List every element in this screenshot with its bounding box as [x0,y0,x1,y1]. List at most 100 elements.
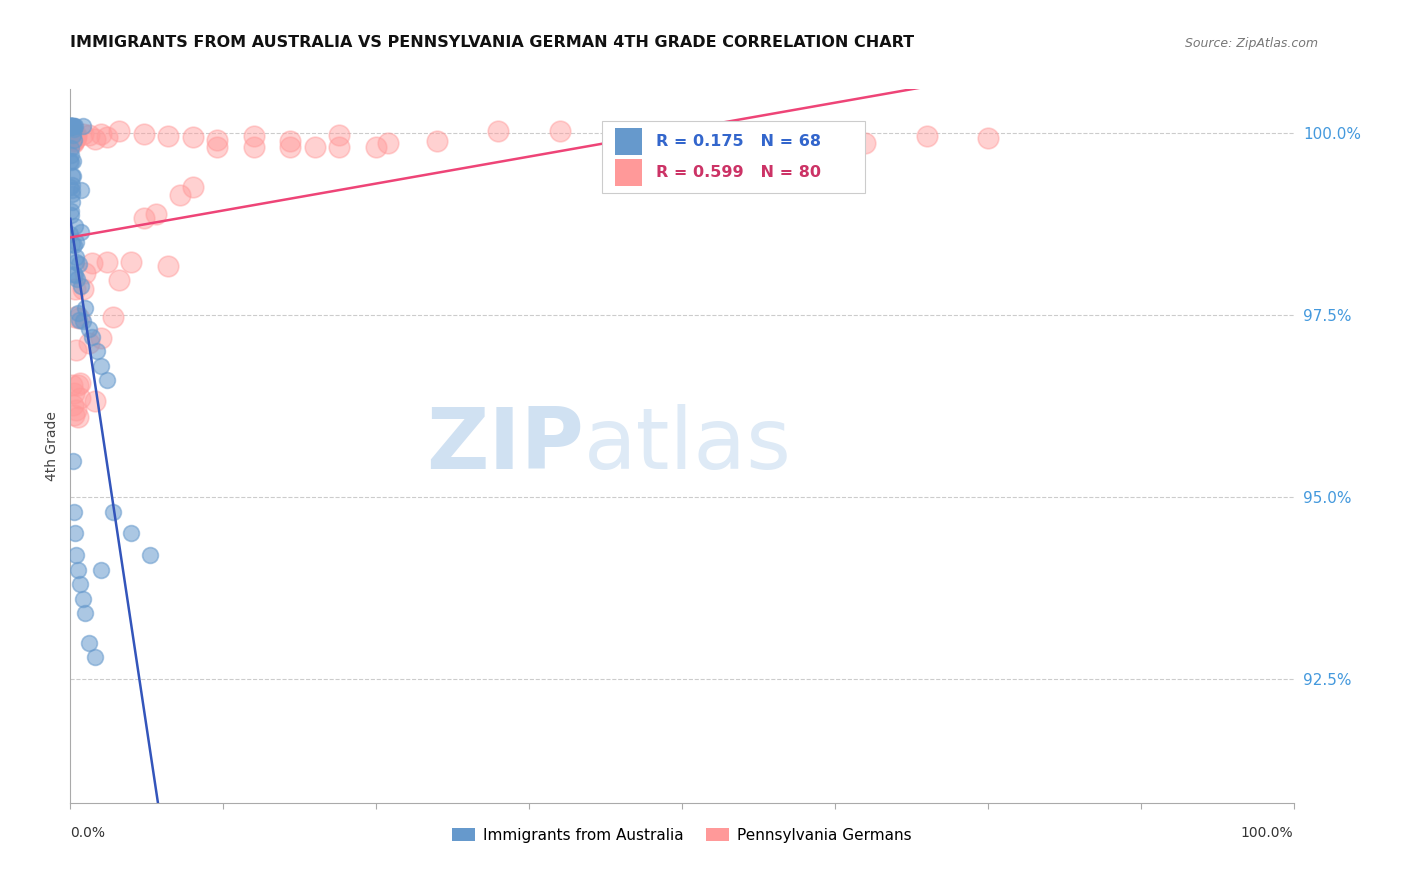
Point [63,219,86,234]
Point [60,119,83,133]
FancyBboxPatch shape [614,128,641,155]
Point [59,119,82,133]
Point [139,548,162,562]
Point [72,119,94,133]
Point [59,119,82,133]
Point [59,119,82,133]
Point [548,124,571,138]
Point [67,313,90,327]
Point [63,134,86,148]
Point [157,129,180,144]
Point [73,266,96,280]
Point [181,129,204,144]
Point [73,301,96,315]
Point [793,135,815,149]
Point [63,310,86,324]
Point [72,282,94,296]
Point [72,591,94,606]
Point [83,393,105,408]
Point [62,121,84,136]
Point [280,140,302,154]
Point [108,272,131,286]
Point [62,119,84,133]
Point [60,119,83,133]
Point [60,131,83,145]
Point [77,128,100,142]
Point [60,169,83,184]
Point [69,391,91,405]
Point [63,504,86,518]
Point [132,211,155,226]
Point [60,236,83,251]
Point [169,188,191,202]
Point [82,330,104,344]
Point [63,385,86,400]
Point [610,125,633,139]
Legend: Immigrants from Australia, Pennsylvania Germans: Immigrants from Australia, Pennsylvania … [446,822,918,848]
Point [66,377,89,392]
Point [132,127,155,141]
Point [328,140,350,154]
Point [72,314,94,328]
Point [62,128,84,142]
Point [62,133,84,147]
Point [69,376,91,390]
Point [69,577,91,591]
Point [90,331,112,345]
Point [59,227,82,241]
Text: ZIP: ZIP [426,404,583,488]
Point [145,207,167,221]
Point [60,147,83,161]
Point [101,504,124,518]
Point [62,119,84,133]
Point [72,127,94,141]
Point [59,128,82,143]
Point [62,169,84,183]
Point [96,254,118,268]
Point [63,268,86,282]
Point [63,119,86,133]
Point [73,607,96,621]
Text: R = 0.599   N = 80: R = 0.599 N = 80 [657,165,821,180]
Point [101,310,124,324]
Point [59,119,82,133]
Point [83,650,105,665]
Point [67,257,90,271]
Point [62,136,84,150]
Text: IMMIGRANTS FROM AUSTRALIA VS PENNSYLVANIA GERMAN 4TH GRADE CORRELATION CHART: IMMIGRANTS FROM AUSTRALIA VS PENNSYLVANI… [70,35,914,50]
Point [62,267,84,281]
Point [121,526,143,541]
Point [86,344,108,359]
Point [66,306,89,320]
Point [65,251,87,265]
Point [63,526,86,541]
Point [915,128,938,143]
Point [60,178,83,193]
Point [108,124,131,138]
Point [62,154,84,169]
Point [65,343,87,357]
Point [60,130,83,145]
Point [63,409,86,423]
Point [62,134,84,148]
Point [66,272,89,286]
Point [63,282,86,296]
Point [60,186,83,201]
Point [66,410,89,425]
Point [426,134,449,148]
Point [60,203,83,218]
Point [65,235,87,249]
Point [65,548,87,562]
Point [96,130,118,145]
Point [377,136,399,151]
Point [82,256,104,270]
Point [90,359,112,373]
Point [63,130,86,145]
Point [70,226,93,240]
Point [205,133,228,147]
Point [304,140,326,154]
Point [65,128,87,143]
Point [70,183,93,197]
FancyBboxPatch shape [614,159,641,186]
Point [62,128,84,143]
